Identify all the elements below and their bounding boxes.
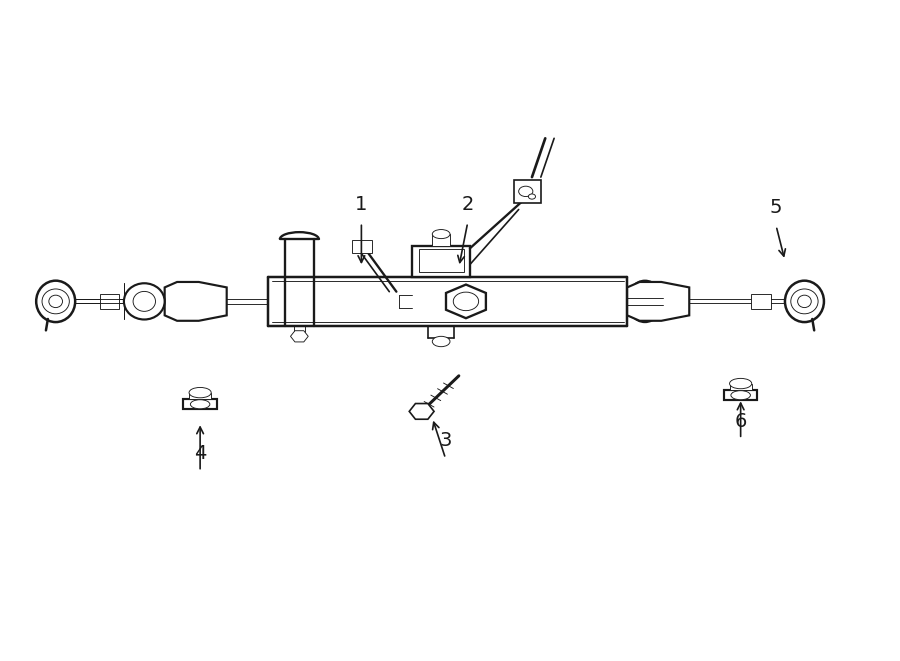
Text: 3: 3	[439, 431, 452, 450]
Ellipse shape	[36, 281, 76, 322]
Text: 2: 2	[462, 195, 474, 214]
Ellipse shape	[432, 229, 450, 239]
Bar	[184, 399, 217, 409]
Polygon shape	[410, 404, 434, 419]
Ellipse shape	[528, 194, 536, 199]
Bar	[724, 390, 758, 401]
Ellipse shape	[797, 295, 811, 307]
Polygon shape	[627, 282, 689, 321]
Ellipse shape	[49, 295, 62, 307]
Ellipse shape	[791, 289, 818, 314]
Bar	[418, 249, 464, 272]
Ellipse shape	[518, 186, 533, 196]
Bar	[432, 234, 450, 246]
Text: 4: 4	[194, 444, 206, 463]
Bar	[100, 293, 120, 309]
Ellipse shape	[191, 400, 210, 408]
Polygon shape	[446, 284, 486, 318]
Ellipse shape	[627, 281, 662, 322]
Ellipse shape	[785, 281, 824, 322]
Bar	[352, 240, 372, 253]
Ellipse shape	[124, 284, 165, 319]
Ellipse shape	[189, 387, 212, 398]
Ellipse shape	[454, 292, 479, 311]
Ellipse shape	[635, 290, 654, 313]
Text: 5: 5	[770, 198, 782, 217]
Bar	[752, 293, 770, 309]
Polygon shape	[291, 330, 308, 342]
Bar	[412, 246, 470, 277]
Text: 6: 6	[734, 412, 747, 430]
Ellipse shape	[133, 292, 156, 311]
Bar	[514, 180, 541, 203]
Ellipse shape	[731, 391, 751, 400]
Bar	[189, 393, 212, 399]
Text: 1: 1	[356, 195, 367, 214]
Ellipse shape	[42, 289, 69, 314]
Ellipse shape	[730, 378, 752, 389]
Polygon shape	[165, 282, 227, 321]
Bar	[730, 383, 752, 390]
Ellipse shape	[432, 336, 450, 346]
